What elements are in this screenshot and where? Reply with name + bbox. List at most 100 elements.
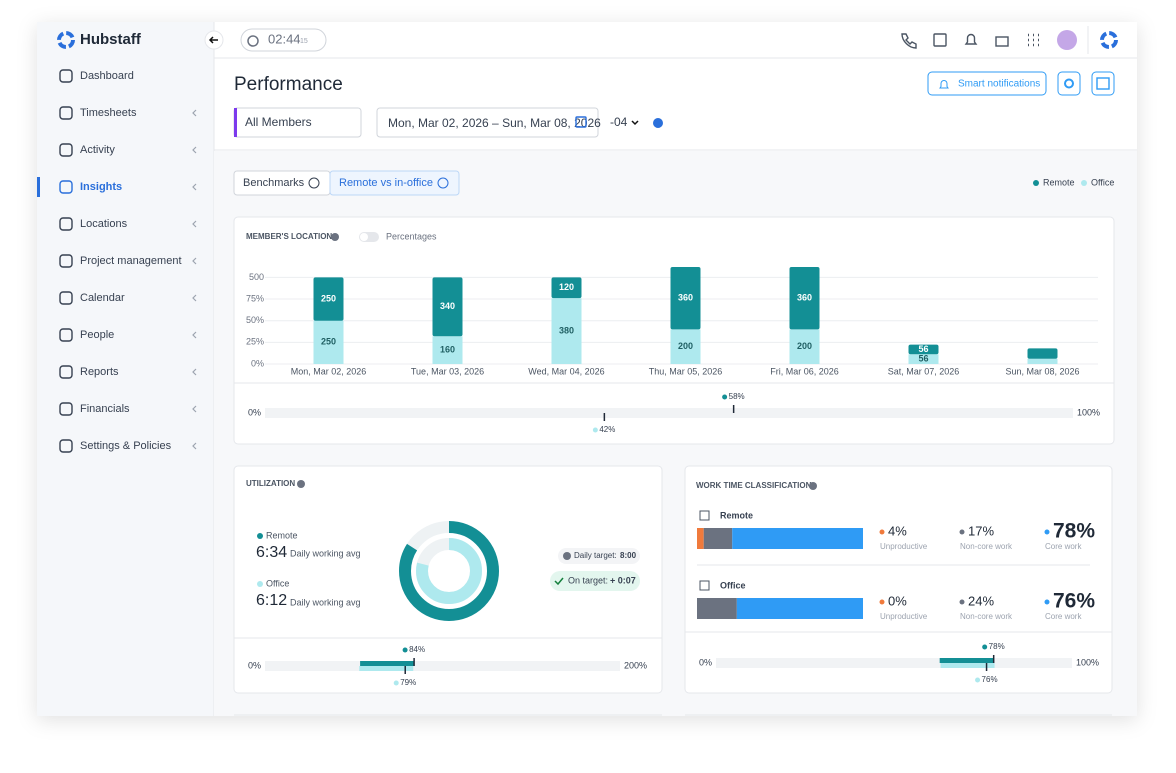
nav-chevron xyxy=(192,257,197,265)
scale-label: 0% xyxy=(699,657,712,667)
phone-icon[interactable] xyxy=(901,33,917,49)
scale-label: 100% xyxy=(1077,407,1100,417)
bar-label: 250 xyxy=(321,293,336,303)
info-icon xyxy=(437,177,449,189)
nav-item[interactable]: Insights xyxy=(80,181,122,193)
info-icon[interactable] xyxy=(653,118,663,128)
bar-label: 340 xyxy=(440,301,455,311)
donut-arc xyxy=(416,538,482,604)
nav-chevron xyxy=(192,294,197,302)
topbar-icons xyxy=(901,33,1039,49)
smart-notifications-button[interactable] xyxy=(927,71,1047,96)
logo xyxy=(57,31,75,49)
benchmark-track xyxy=(716,658,1072,668)
benchmark-label: 76% xyxy=(982,675,998,684)
row-icon xyxy=(699,580,710,591)
timer[interactable] xyxy=(240,28,327,52)
target-label: Daily target: xyxy=(574,551,617,560)
benchmark-band xyxy=(940,663,995,668)
bar-segment xyxy=(551,277,582,299)
gift-icon[interactable] xyxy=(995,36,1009,47)
nav-icon xyxy=(59,365,73,379)
info-icon[interactable] xyxy=(297,480,305,488)
nav-icon xyxy=(59,143,73,157)
x-tick-label: Tue, Mar 03, 2026 xyxy=(411,366,484,376)
nav-item[interactable]: Dashboard xyxy=(80,70,134,82)
stat-value: 0% xyxy=(888,593,907,608)
table-button[interactable] xyxy=(1091,71,1115,96)
sidebar xyxy=(37,22,214,716)
tab[interactable] xyxy=(329,170,460,196)
nav-item[interactable]: Reports xyxy=(80,366,119,378)
nav-item[interactable]: Activity xyxy=(80,144,115,156)
nav-item[interactable]: Financials xyxy=(80,403,130,415)
bar-segment xyxy=(670,329,701,364)
card-title: MEMBER'S LOCATION xyxy=(246,232,332,241)
nav-item[interactable]: Calendar xyxy=(80,292,125,304)
nav-chevron xyxy=(192,109,197,117)
bar-segment xyxy=(313,320,344,364)
benchmark-dot xyxy=(975,677,981,683)
scale-label: 0% xyxy=(248,660,261,670)
help-icon[interactable] xyxy=(933,33,947,47)
bar-segment xyxy=(908,344,939,355)
org-logo[interactable] xyxy=(1100,31,1118,49)
toggle-label: Percentages xyxy=(386,231,437,241)
legend-swatch xyxy=(1081,180,1087,186)
settings-button[interactable] xyxy=(1057,71,1081,96)
stat-value: 24% xyxy=(968,593,994,608)
benchmark-band xyxy=(939,658,994,663)
target-pill xyxy=(558,548,640,564)
benchmark-track xyxy=(265,408,1073,418)
utilization-card xyxy=(233,465,663,694)
page-title: Performance xyxy=(234,74,343,95)
timezone[interactable]: -04 xyxy=(610,115,628,129)
stat-caption: Non-core work xyxy=(960,542,1013,551)
nav-icon xyxy=(59,328,73,342)
info-icon[interactable] xyxy=(809,482,817,490)
brand: Hubstaff xyxy=(80,31,142,48)
benchmark-dot xyxy=(722,394,728,400)
bell-icon[interactable] xyxy=(964,33,978,45)
bar-label: 120 xyxy=(559,282,574,292)
avatar[interactable] xyxy=(1057,30,1077,50)
benchmark-dot xyxy=(592,427,598,433)
date-picker[interactable] xyxy=(376,107,599,138)
work-time-card xyxy=(684,465,1113,694)
bar-label: 56 xyxy=(918,344,928,354)
nav-item[interactable]: Settings & Policies xyxy=(80,440,172,452)
row-icon xyxy=(699,510,710,521)
info-icon[interactable] xyxy=(331,233,339,241)
apps-icon[interactable] xyxy=(1028,33,1039,47)
nav-icon xyxy=(59,217,73,231)
timer-seconds: 15 xyxy=(300,38,308,45)
benchmark-dot xyxy=(982,644,988,650)
status-pill xyxy=(550,571,640,591)
nav-icon xyxy=(59,69,73,83)
nav-item[interactable]: Timesheets xyxy=(80,107,137,119)
legend-swatch xyxy=(1033,180,1039,186)
nav-item[interactable]: Locations xyxy=(80,218,128,230)
bar-segment xyxy=(789,267,820,330)
classification-segment xyxy=(703,528,733,549)
x-tick-label: Fri, Mar 06, 2026 xyxy=(770,366,839,376)
bar-label: 360 xyxy=(797,293,812,303)
nav-item[interactable]: People xyxy=(80,329,114,341)
card-title: WORK TIME CLASSIFICATION xyxy=(696,481,812,490)
stat-caption: Non-core work xyxy=(960,612,1013,621)
table-icon xyxy=(1096,77,1110,90)
classification-segment xyxy=(732,528,863,549)
remote-time: 6:34 xyxy=(256,544,287,561)
bar-segment xyxy=(908,354,939,364)
nav-chevron xyxy=(192,183,197,191)
nav-item[interactable]: Project management xyxy=(80,255,182,267)
bar-label: 200 xyxy=(797,341,812,351)
status-value: + 0:07 xyxy=(610,575,636,585)
donut-arc xyxy=(399,521,499,621)
stat-caption: Core work xyxy=(1045,612,1082,621)
bar-label: 360 xyxy=(678,293,693,303)
check-icon xyxy=(554,577,564,586)
legend: Remote Office xyxy=(1033,177,1114,187)
